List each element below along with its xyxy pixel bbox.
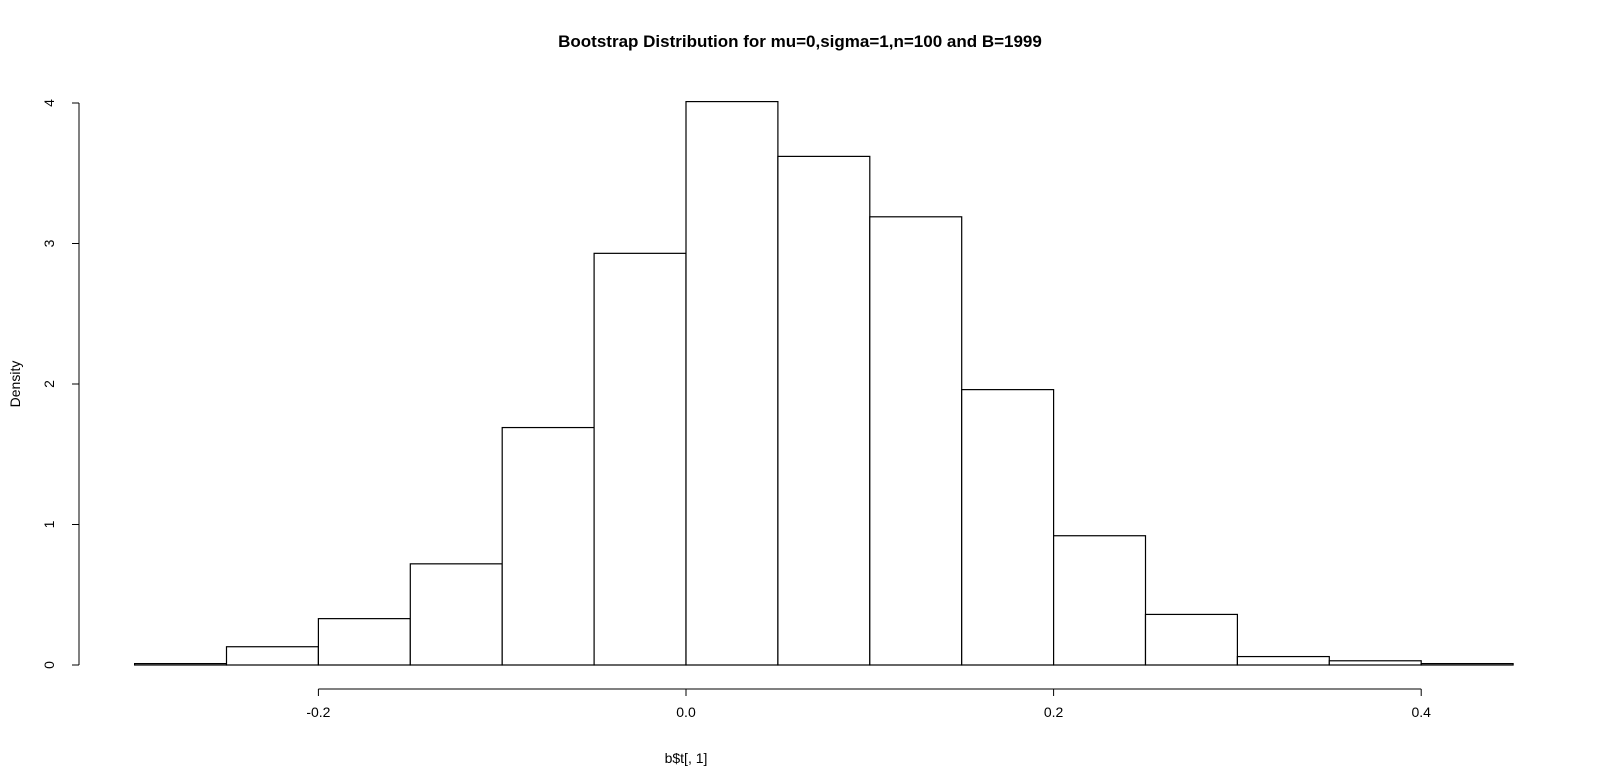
histogram-bar-9 bbox=[961, 389, 1055, 666]
y-tick-label-3: 3 bbox=[41, 239, 57, 247]
x-tick-label-1: 0.0 bbox=[676, 704, 696, 720]
y-tick-label-2: 2 bbox=[41, 380, 57, 388]
x-tick-label-0: -0.2 bbox=[306, 704, 330, 720]
histogram-bar-4 bbox=[501, 426, 595, 666]
histogram-bar-13 bbox=[1328, 660, 1422, 666]
histogram-bar-14 bbox=[1420, 662, 1514, 666]
x-tick-label-2: 0.2 bbox=[1044, 704, 1064, 720]
histogram-bar-0 bbox=[134, 662, 228, 666]
histogram-bar-10 bbox=[1052, 535, 1147, 666]
histogram-bar-7 bbox=[777, 155, 871, 666]
histogram-bar-11 bbox=[1144, 613, 1239, 666]
histogram-bar-3 bbox=[409, 563, 503, 666]
histogram-bar-5 bbox=[593, 252, 687, 666]
y-tick-label-4: 4 bbox=[41, 99, 57, 107]
y-axis-label: Density bbox=[7, 361, 23, 408]
chart-title: Bootstrap Distribution for mu=0,sigma=1,… bbox=[558, 32, 1042, 51]
x-tick-label-3: 0.4 bbox=[1411, 704, 1431, 720]
histogram-bar-1 bbox=[225, 646, 320, 666]
y-tick-label-0: 0 bbox=[41, 661, 57, 669]
y-tick-label-1: 1 bbox=[41, 520, 57, 528]
y-axis: 0 1 2 3 4 bbox=[41, 99, 80, 669]
histogram-bars bbox=[134, 100, 1514, 666]
histogram-bar-2 bbox=[317, 618, 411, 666]
histogram-bar-12 bbox=[1236, 655, 1330, 666]
x-axis: -0.2 0.0 0.2 0.4 bbox=[306, 688, 1431, 720]
histogram-bar-6 bbox=[685, 100, 779, 666]
histogram-bar-8 bbox=[869, 216, 963, 666]
x-axis-label: b$t[, 1] bbox=[665, 750, 708, 766]
